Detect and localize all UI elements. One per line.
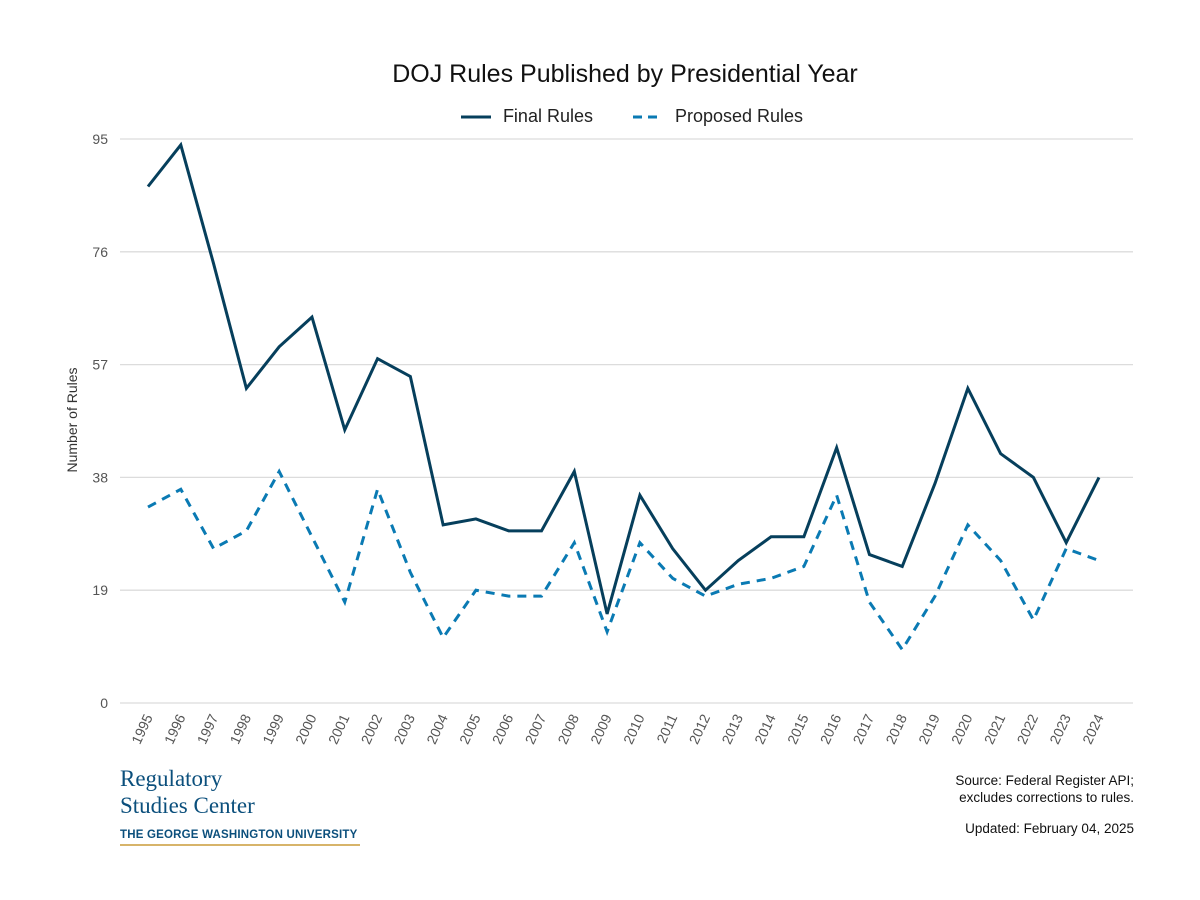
x-tick-label: 2017 [849, 711, 877, 746]
x-tick-label: 2001 [325, 711, 353, 746]
x-tick-label: 2024 [1079, 711, 1107, 746]
chart-title: DOJ Rules Published by Presidential Year [392, 60, 858, 88]
x-tick-label: 1997 [194, 711, 222, 746]
x-tick-label: 2010 [620, 711, 648, 746]
x-tick-label: 2014 [751, 711, 779, 746]
legend-item-proposed: Proposed Rules [632, 106, 804, 127]
legend: Final Rules Proposed Rules [0, 106, 1200, 127]
source-line1: Source: Federal Register API; [955, 773, 1134, 788]
x-tick-label: 2004 [423, 711, 451, 746]
x-tick-label: 2000 [292, 711, 320, 746]
series-line-final-rules [146, 141, 1101, 615]
rsc-logo: Regulatory Studies Center THE GEORGE WAS… [120, 765, 360, 846]
source-note: Source: Federal Register API; excludes c… [955, 772, 1134, 806]
x-tick-label: 2006 [489, 711, 517, 746]
legend-label-proposed: Proposed Rules [674, 106, 804, 126]
x-tick-label: 2023 [1046, 711, 1074, 746]
x-tick-label: 2021 [981, 711, 1009, 746]
legend-label-final: Final Rules [502, 106, 593, 126]
x-tick-label: 2002 [358, 711, 386, 746]
x-tick-label: 2005 [456, 711, 484, 746]
y-tick-label: 19 [92, 582, 108, 598]
series-line-proposed-rules [147, 468, 1100, 653]
x-tick-label: 2012 [686, 711, 714, 746]
x-tick-label: 2009 [587, 711, 615, 746]
y-tick-label: 38 [92, 469, 108, 485]
x-tick-label: 2013 [718, 711, 746, 746]
x-tick-label: 2018 [882, 711, 910, 746]
legend-swatch-proposed [632, 115, 663, 118]
x-tick-label: 2015 [784, 711, 812, 746]
x-tick-label: 1998 [226, 711, 254, 746]
x-tick-label: 2020 [948, 711, 976, 746]
x-tick-label: 2003 [390, 711, 418, 746]
source-line2: excludes corrections to rules. [959, 790, 1134, 805]
x-tick-label: 1995 [128, 711, 156, 746]
logo-line2: Studies Center [120, 793, 255, 818]
x-tick-label: 2016 [817, 711, 845, 746]
y-tick-label: 0 [100, 695, 108, 711]
logo-line1: Regulatory [120, 766, 223, 791]
y-tick-label: 57 [92, 357, 108, 373]
x-tick-label: 1999 [259, 711, 287, 746]
x-tick-label: 2011 [653, 711, 680, 745]
x-tick-label: 2022 [1013, 711, 1041, 746]
logo-line3: THE GEORGE WASHINGTON UNIVERSITY [120, 829, 360, 846]
x-tick-label: 2019 [915, 711, 943, 746]
updated-note: Updated: February 04, 2025 [965, 821, 1134, 836]
y-tick-label: 76 [92, 244, 108, 260]
legend-swatch-final [460, 115, 491, 118]
y-tick-label: 95 [92, 131, 108, 147]
x-tick-label: 2008 [554, 711, 582, 746]
legend-item-final: Final Rules [460, 106, 593, 127]
x-tick-label: 2007 [522, 711, 550, 746]
x-tick-label: 1996 [161, 711, 189, 746]
